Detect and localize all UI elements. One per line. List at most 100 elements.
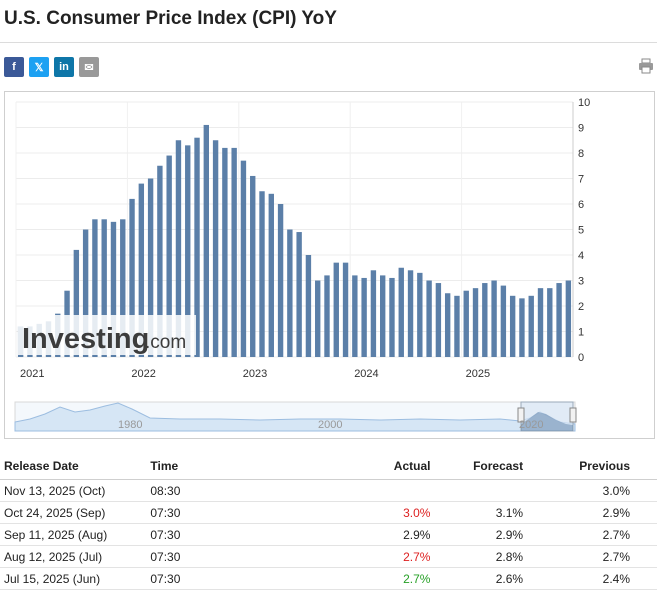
bar[interactable] [147,178,154,358]
print-icon[interactable] [638,58,654,74]
header-forecast[interactable]: Forecast [430,453,524,480]
bar[interactable] [556,283,562,357]
bar[interactable] [482,283,488,357]
email-icon: ✉ [84,61,94,74]
bar[interactable] [120,219,126,357]
y-tick-label: 0 [578,352,584,364]
bar[interactable] [389,277,395,357]
bar[interactable] [268,193,274,357]
bar[interactable] [361,277,367,357]
y-tick-label: 1 [578,327,584,339]
actual-cell: 2.7% [303,567,431,590]
y-tick-label: 2 [578,301,584,313]
bar[interactable] [472,288,479,357]
table-row: Oct 24, 2025 (Sep) 07:30 3.0% 3.1% 2.9% [0,501,657,524]
bar[interactable] [537,288,544,357]
header-time[interactable]: Time [150,453,304,480]
previous-cell: 2.7% [523,523,657,546]
bar[interactable] [138,183,145,357]
navigator-left-handle[interactable] [517,407,525,423]
release-date-cell: Sep 11, 2025 (Aug) [0,523,151,546]
bar[interactable] [203,124,210,357]
bar[interactable] [250,175,256,357]
bar[interactable] [82,229,89,358]
bar[interactable] [73,249,80,357]
bar[interactable] [407,270,414,357]
bar[interactable] [222,147,228,357]
facebook-icon: f [12,61,16,73]
x-tick-label: 2022 [131,368,155,380]
bar[interactable] [92,219,98,357]
bar[interactable] [519,298,525,357]
bar[interactable] [426,280,432,358]
bar[interactable] [565,280,572,358]
bar[interactable] [417,272,423,357]
bar[interactable] [342,262,349,357]
x-tick-label: 2025 [466,368,490,380]
bar[interactable] [500,285,507,357]
time-cell: 07:30 [150,501,304,524]
bar[interactable] [277,204,284,357]
actual-cell [303,479,431,502]
bar[interactable] [528,295,534,357]
bar[interactable] [185,145,191,357]
table-row: Jul 15, 2025 (Jun) 07:30 2.7% 2.6% 2.4% [0,567,657,590]
bar[interactable] [231,147,237,357]
release-date-cell: Oct 24, 2025 (Sep) [0,501,151,524]
bar[interactable] [444,293,451,357]
bar[interactable] [259,191,265,357]
navigator-label: 2000 [318,419,342,431]
bar[interactable] [129,198,135,357]
header-previous[interactable]: Previous [523,453,657,480]
bar[interactable] [454,295,460,357]
linkedin-share-button[interactable]: in [54,57,74,77]
chart-container [4,91,655,439]
bar[interactable] [352,275,358,357]
y-tick-label: 4 [578,250,584,262]
bar[interactable] [370,270,377,357]
navigator-label: 2020 [519,419,543,431]
table-row: Aug 12, 2025 (Jul) 07:30 2.7% 2.8% 2.7% [0,545,657,568]
bar[interactable] [101,219,107,357]
bar[interactable] [398,267,404,357]
previous-cell: 2.7% [523,545,657,568]
bar[interactable] [547,288,553,357]
bar[interactable] [194,137,200,357]
bar[interactable] [212,140,219,357]
header-actual[interactable]: Actual [303,453,431,480]
bar[interactable] [157,165,163,357]
bar[interactable] [315,280,321,358]
y-tick-label: 6 [578,199,584,211]
forecast-cell: 2.8% [430,545,524,568]
y-tick-label: 9 [578,123,584,135]
bar[interactable] [333,262,339,357]
navigator-right-handle[interactable] [569,407,577,423]
bar[interactable] [379,275,386,357]
bar[interactable] [509,295,516,357]
bar[interactable] [463,290,469,357]
bar[interactable] [110,221,117,357]
previous-cell: 2.9% [523,501,657,524]
bar[interactable] [240,160,247,357]
x-tick-label: 2024 [354,368,378,380]
release-table: Release Date Time Actual Forecast Previo… [0,453,657,590]
bar[interactable] [305,255,312,357]
bar[interactable] [324,275,330,357]
bar[interactable] [287,229,293,358]
twitter-share-button[interactable]: 𝕏 [29,57,49,77]
actual-cell: 3.0% [303,501,431,524]
forecast-cell: 2.6% [430,567,524,590]
bar[interactable] [296,232,302,357]
bar[interactable] [435,283,442,357]
bar[interactable] [175,140,182,357]
forecast-cell: 2.9% [430,523,524,546]
bar[interactable] [166,155,172,357]
bar[interactable] [491,280,497,358]
release-date-cell: Aug 12, 2025 (Jul) [0,545,151,568]
range-navigator[interactable]: 1980 2000 2020 [14,401,577,432]
email-share-button[interactable]: ✉ [79,57,99,77]
previous-cell: 2.4% [523,567,657,590]
header-release-date[interactable]: Release Date [0,453,151,480]
facebook-share-button[interactable]: f [4,57,24,77]
release-date-cell: Jul 15, 2025 (Jun) [0,567,151,590]
